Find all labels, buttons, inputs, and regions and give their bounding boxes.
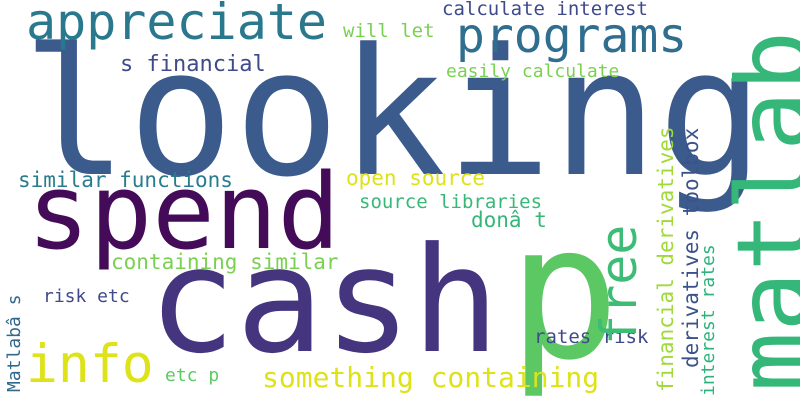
word-p: p <box>508 184 620 400</box>
word-programs: programs <box>456 8 688 64</box>
word-easily-calculate: easily calculate <box>446 61 620 82</box>
word-spend: spend <box>27 151 341 273</box>
word-open-source: open source <box>346 166 486 190</box>
word-s-financial: s financial <box>120 52 266 77</box>
word-free: free <box>590 224 648 345</box>
word-cash: cash <box>148 216 500 386</box>
word-financial-derivatives: financial derivatives <box>654 126 678 392</box>
word-containing-similar: containing similar <box>111 250 339 274</box>
word-looking: looking <box>22 11 764 216</box>
word-will-let: will let <box>343 20 435 42</box>
word-rates-risk: rates risk <box>534 326 649 348</box>
word-appreciate: appreciate <box>26 0 328 51</box>
word-matlaba-s: Matlabâ s <box>4 294 25 392</box>
word-interest-rates: interest rates <box>698 244 719 396</box>
word-something-containing: something containing <box>262 361 600 394</box>
word-dona-t: donâ t <box>471 208 547 232</box>
word-info: info <box>26 334 154 395</box>
word-source-libraries: source libraries <box>359 191 543 213</box>
word-similar-functions: similar functions <box>18 168 233 192</box>
word-matlab: matlab <box>715 30 800 392</box>
word-risk-etc: risk etc <box>43 286 130 307</box>
word-etc-p: etc p <box>165 365 220 386</box>
word-calculate-interest: calculate interest <box>442 0 648 20</box>
